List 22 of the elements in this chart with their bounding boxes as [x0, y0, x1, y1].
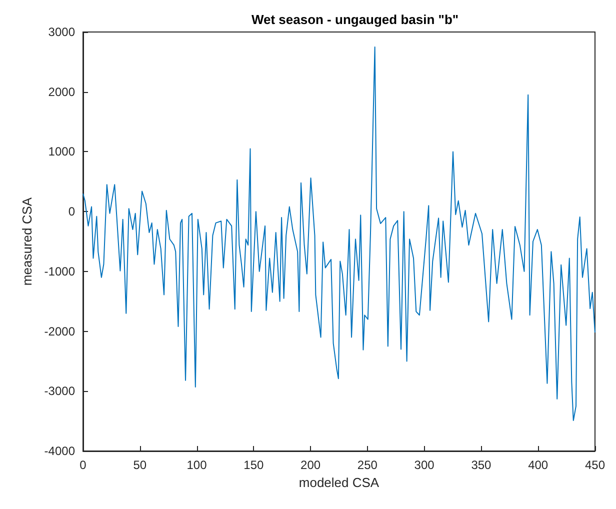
y-tick-label: 3000 [48, 25, 76, 39]
y-tick-label: -1000 [44, 264, 76, 278]
line-series [82, 46, 596, 421]
y-tick-label: -3000 [44, 384, 76, 398]
chart-title: Wet season - ungauged basin "b" [251, 12, 459, 27]
x-tick-label: 450 [584, 458, 606, 472]
y-axis-title: measured CSA [19, 197, 34, 286]
x-tick-label: 100 [186, 458, 208, 472]
x-tick-label: 150 [244, 458, 264, 472]
x-tick-label: 350 [471, 458, 492, 472]
x-tick-label: 250 [357, 458, 378, 472]
x-tick-label: 50 [133, 458, 147, 472]
y-tick-label: 1000 [48, 144, 76, 159]
y-tick-label: -4000 [44, 444, 76, 458]
y-tick-label: 2000 [48, 84, 76, 99]
x-tick-label: 400 [528, 458, 548, 472]
y-tick-label: -2000 [44, 324, 76, 338]
x-tick-label: 200 [300, 458, 321, 472]
y-tick-label: 0 [68, 204, 76, 219]
x-tick-label: 0 [80, 458, 87, 472]
x-tick-label: 300 [414, 458, 435, 472]
x-axis-title: modeled CSA [298, 474, 380, 490]
